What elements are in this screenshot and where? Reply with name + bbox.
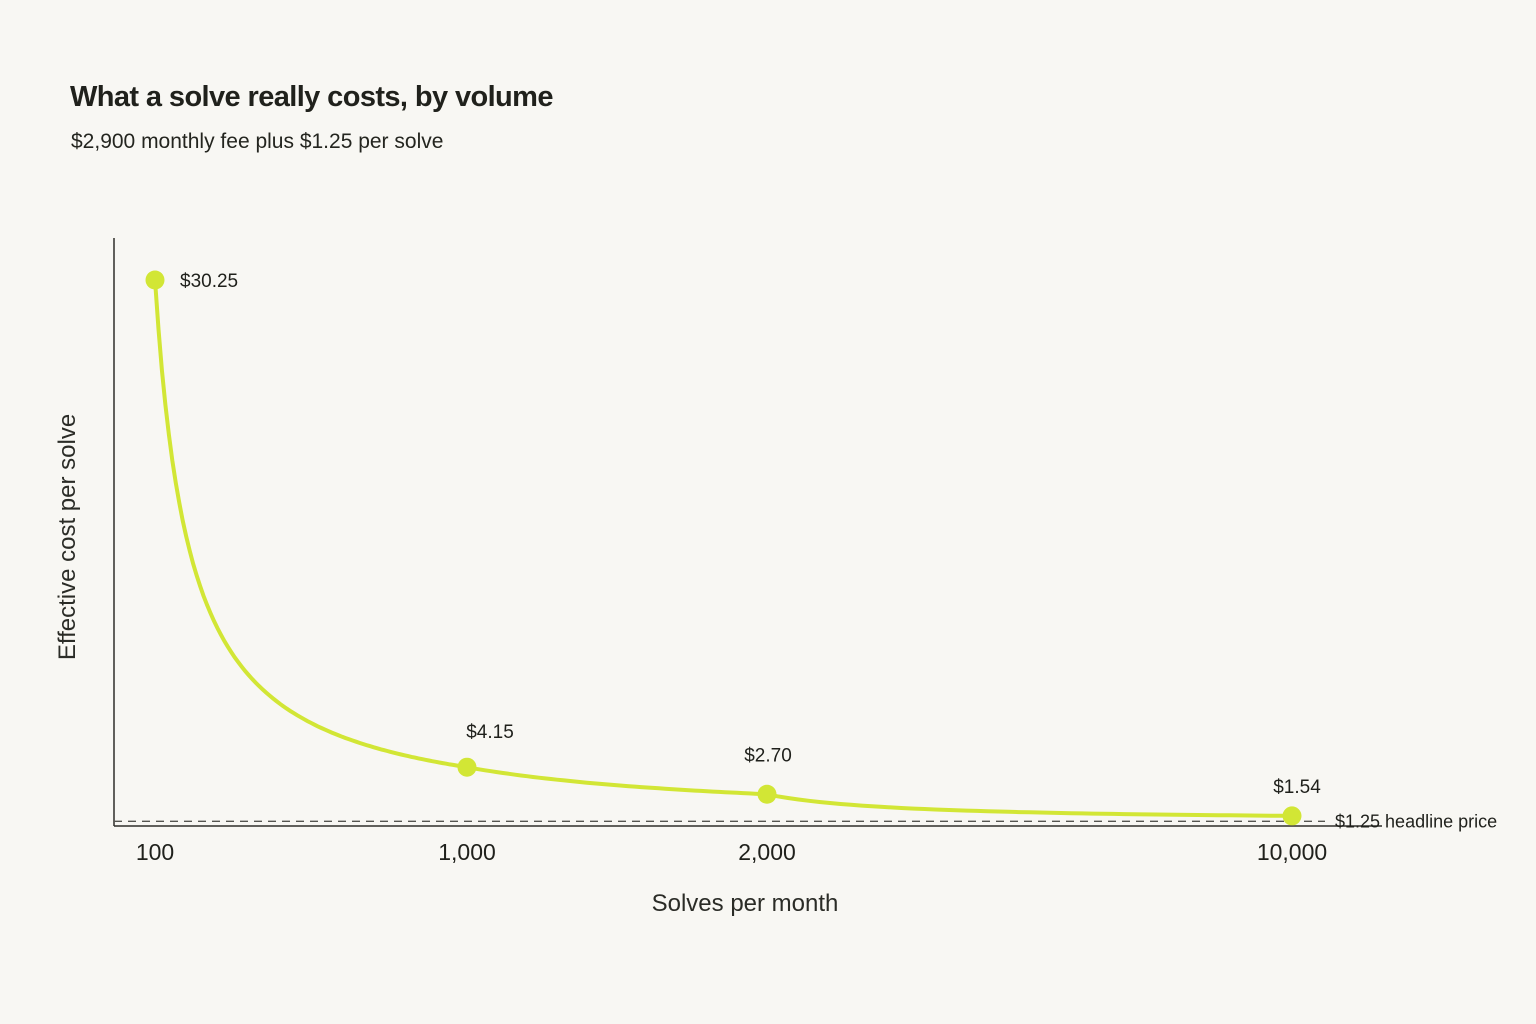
data-point (757, 784, 777, 804)
data-value-label: $4.15 (466, 722, 514, 743)
chart-subtitle: $2,900 monthly fee plus $1.25 per solve (71, 130, 444, 153)
effective-cost-curve (153, 278, 1294, 818)
y-axis-label: Effective cost per solve (54, 414, 81, 660)
data-value-label: $2.70 (744, 745, 792, 766)
data-points-layer: $30.25 $4.15 $2.70 $1.54 (145, 270, 1321, 826)
data-point (457, 757, 477, 777)
x-tick-label: 1,000 (438, 839, 496, 865)
x-tick-label: 10,000 (1257, 839, 1327, 865)
x-tick-label: 100 (136, 839, 174, 865)
headline-price-label: $1.25 headline price (1335, 811, 1497, 831)
x-tick-label: 2,000 (738, 839, 796, 865)
x-tick-labels: 100 1,000 2,000 10,000 (136, 839, 1327, 865)
data-value-label: $1.54 (1273, 777, 1321, 798)
chart-title: What a solve really costs, by volume (70, 81, 553, 113)
data-point (1282, 806, 1302, 826)
data-point (145, 270, 165, 290)
data-value-label: $30.25 (180, 271, 238, 292)
x-axis-label: Solves per month (652, 890, 839, 917)
